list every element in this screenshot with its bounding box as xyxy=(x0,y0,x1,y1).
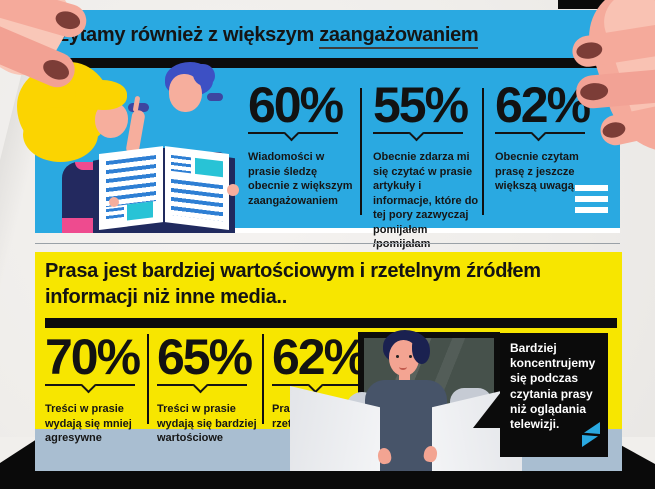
stat-pointer-line xyxy=(272,377,362,394)
cloud-icon xyxy=(207,93,223,101)
column-divider xyxy=(262,334,264,424)
column-divider xyxy=(360,88,362,215)
stat-pointer-line xyxy=(373,125,463,142)
woman-top-trim xyxy=(75,162,105,170)
panel-divider-line xyxy=(35,243,620,244)
fingernail xyxy=(53,8,83,32)
stat-label: Wiadomości w prasie śledzę obecnie z wię… xyxy=(248,151,353,207)
cloud-icon xyxy=(128,103,149,112)
man-hair-side xyxy=(193,64,215,86)
stat-engagement: 60% Wiadomości w prasie śledzę obecnie z… xyxy=(248,77,353,208)
callout-text: Bardziej koncentrujemy się podczas czyta… xyxy=(510,341,596,432)
stat-pointer-line xyxy=(45,377,135,394)
title-rule xyxy=(45,58,618,68)
title-underlined-word: zaangażowaniem xyxy=(319,24,479,49)
stat-value: 60% xyxy=(248,77,344,133)
newspaper-text-lines xyxy=(171,178,223,222)
finger xyxy=(574,67,655,110)
newspaper-left-page xyxy=(99,146,163,230)
fingernail xyxy=(40,56,73,84)
fingernail xyxy=(601,120,627,140)
stat-pointer-line xyxy=(157,377,247,394)
artwork-base xyxy=(75,228,620,233)
newspaper-photo xyxy=(127,201,153,221)
callout-box: Bardziej koncentrujemy się podczas czyta… xyxy=(500,333,608,457)
stat-attention: 62% Obecnie czytam prasę z jeszcze więks… xyxy=(495,77,610,194)
man-hand xyxy=(227,184,239,196)
stat-value: 55% xyxy=(373,77,469,133)
fingernail xyxy=(579,81,609,102)
woman-hair xyxy=(23,107,98,162)
menu-icon[interactable] xyxy=(575,185,608,218)
hand-top-right xyxy=(540,0,655,171)
title-text: Czytamy również z większym xyxy=(45,24,320,46)
newspaper-photo xyxy=(195,157,223,178)
stat-less-aggressive: 70% Treści w prasie wydają się mniej agr… xyxy=(45,329,145,446)
man2-eye xyxy=(396,355,399,358)
column-divider xyxy=(147,334,149,424)
stat-label: Obecnie zdarza mi się czytać w prasie ar… xyxy=(373,151,479,251)
newspaper-text-lines xyxy=(171,154,191,174)
woman-hair-fringe xyxy=(75,80,127,110)
section-title-yellow: Prasa jest bardziej wartościowym i rzete… xyxy=(45,260,541,309)
stat-value: 62% xyxy=(495,77,591,133)
newspaper-right-page xyxy=(165,146,229,230)
stat-label: Obecnie czytam prasę z jeszcze większą u… xyxy=(495,151,579,193)
stat-label: Treści w prasie wydają się mniej agresyw… xyxy=(45,403,132,445)
stat-more-valuable: 65% Treści w prasie wydają się bardziej … xyxy=(157,329,261,446)
newspaper-text-lines xyxy=(106,206,124,222)
stat-value: 70% xyxy=(45,329,141,385)
hand-top-left xyxy=(0,0,140,130)
woman-hand xyxy=(109,197,119,207)
man-reading-illustration xyxy=(280,330,622,471)
stat-pointer-line xyxy=(248,125,338,142)
stat-label: Treści w prasie wydają się bardziej wart… xyxy=(157,403,257,445)
man2-smile xyxy=(399,364,407,370)
man2-eye xyxy=(409,355,412,358)
stat-pointer-line xyxy=(495,125,585,142)
man2-neck xyxy=(399,374,410,382)
stat-value: 65% xyxy=(157,329,253,385)
stat-value: 62% xyxy=(272,329,368,385)
section-title-blue: Czytamy również z większym zaangażowanie… xyxy=(45,24,620,49)
stat-new-articles: 55% Obecnie zdarza mi się czytać w prasi… xyxy=(373,77,479,252)
title-rule xyxy=(45,318,617,328)
lightning-logo-icon xyxy=(582,435,598,447)
man2-hair-side xyxy=(412,336,430,364)
fingernail xyxy=(575,40,604,61)
column-divider xyxy=(482,88,484,215)
